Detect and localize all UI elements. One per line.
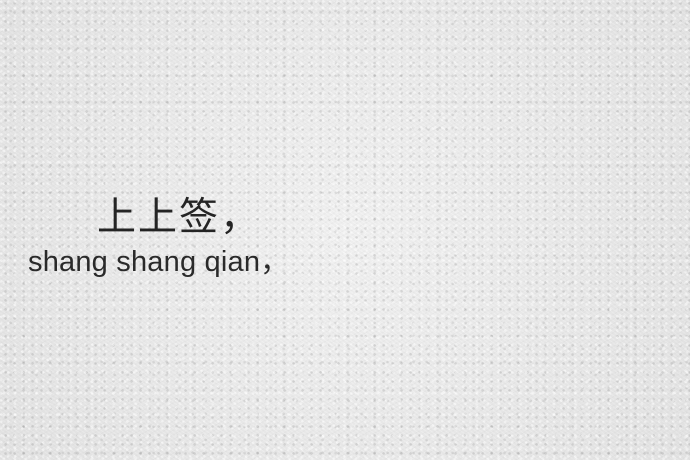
caption-block: 上上签， shang shang qian， (28, 195, 368, 290)
pinyin-caption: shang shang qian， (28, 246, 290, 278)
hanzi-caption: 上上签， (97, 195, 262, 240)
